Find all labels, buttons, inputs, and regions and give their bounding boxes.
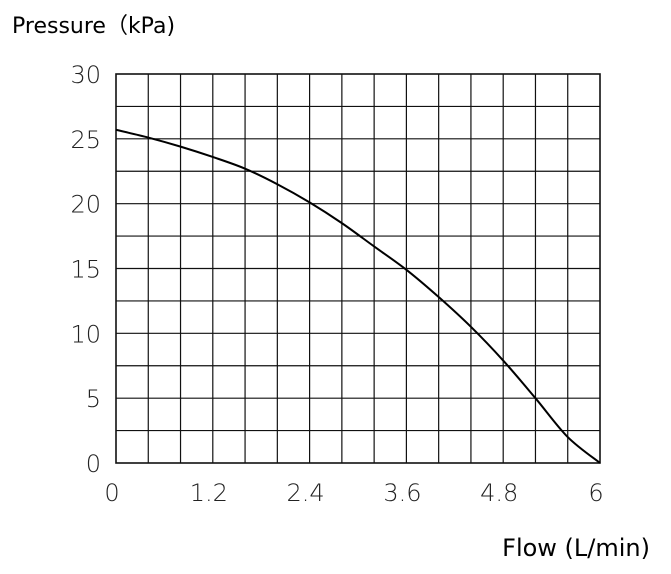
- y-tick-label: 15: [70, 256, 101, 284]
- y-tick-labels: 0 5 10 15 20 25 30: [70, 61, 101, 478]
- y-tick-label: 30: [70, 61, 101, 89]
- y-tick-label: 5: [86, 385, 101, 413]
- x-tick-label: 0: [104, 479, 119, 507]
- x-tick-label: 3.6: [383, 479, 421, 507]
- series-group: [115, 128, 601, 464]
- x-tick-label: 2.4: [287, 479, 325, 507]
- x-axis-label: Flow (L/min): [502, 534, 650, 562]
- y-tick-label: 0: [86, 450, 101, 478]
- x-tick-label: 4.8: [480, 479, 518, 507]
- x-tick-label: 1.2: [190, 479, 228, 507]
- y-tick-label: 25: [70, 126, 101, 154]
- y-axis-label: Pressure（kPa): [12, 14, 175, 39]
- y-tick-label: 10: [70, 320, 101, 348]
- grid-lines: [116, 74, 600, 463]
- x-tick-labels: 0 1.2 2.4 3.6 4.8 6: [104, 479, 603, 507]
- y-tick-label: 20: [70, 191, 101, 219]
- plot-frame: [115, 73, 601, 464]
- x-tick-label: 6: [588, 479, 603, 507]
- series-line-0: [115, 128, 601, 464]
